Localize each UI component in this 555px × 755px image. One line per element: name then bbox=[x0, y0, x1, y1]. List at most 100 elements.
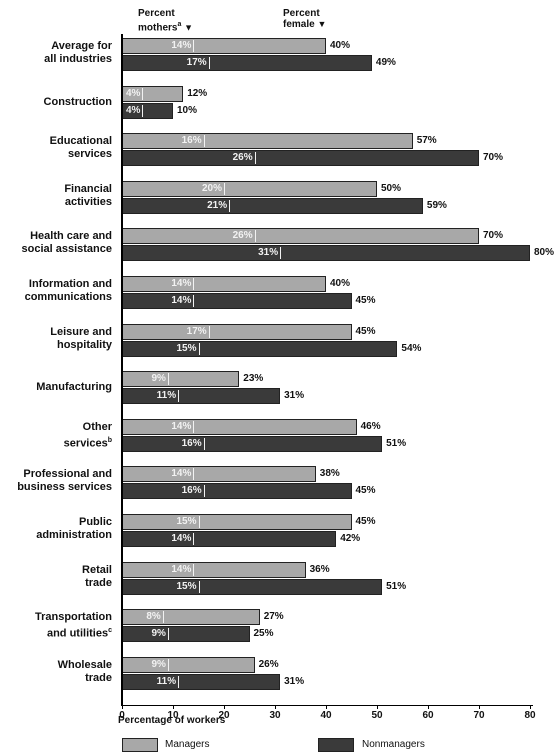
category-label-line: trade bbox=[85, 671, 112, 684]
percent-mothers-label: 14% bbox=[171, 563, 192, 575]
percent-mothers-label: 8% bbox=[146, 611, 161, 623]
percent-mothers-header-line2: mothers bbox=[138, 22, 178, 34]
percent-mothers-label: 21% bbox=[207, 199, 228, 211]
x-tick-label: 80 bbox=[524, 710, 536, 721]
category-label-line: administration bbox=[36, 529, 112, 541]
percent-mothers-marker bbox=[162, 611, 164, 624]
category-label-line: business services bbox=[17, 481, 112, 494]
x-tick bbox=[275, 705, 276, 709]
percent-mothers-label: 9% bbox=[151, 658, 166, 670]
percent-mothers-label: 14% bbox=[171, 40, 192, 51]
percent-mothers-label: 9% bbox=[151, 628, 166, 640]
category-label: Retail trade bbox=[82, 564, 112, 590]
percent-mothers-marker bbox=[193, 563, 195, 576]
percent-mothers-header: Percent mothersa ▼ bbox=[138, 8, 193, 33]
percent-female-label: 36% bbox=[309, 563, 330, 575]
bar-nonmanagers bbox=[122, 578, 383, 595]
percent-mothers-label: 31% bbox=[258, 247, 279, 259]
bar-nonmanagers bbox=[122, 150, 479, 167]
percent-female-label: 45% bbox=[355, 325, 376, 337]
percent-female-label: 54% bbox=[401, 342, 422, 354]
bar-managers bbox=[122, 133, 413, 150]
percent-mothers-marker bbox=[193, 533, 195, 545]
x-tick-label: 60 bbox=[422, 710, 434, 721]
percent-mothers-label: 9% bbox=[151, 373, 166, 385]
percent-female-header-line2: female bbox=[283, 19, 315, 30]
percent-mothers-marker bbox=[142, 87, 144, 100]
x-tick bbox=[173, 705, 174, 709]
bar-nonmanagers bbox=[122, 197, 423, 214]
category-label-line: Leisure and bbox=[50, 325, 112, 338]
percent-mothers-label: 16% bbox=[181, 485, 202, 497]
percent-female-label: 49% bbox=[375, 57, 396, 68]
percent-mothers-label: 16% bbox=[181, 135, 202, 147]
percent-mothers-label: 26% bbox=[232, 230, 253, 242]
x-tick bbox=[377, 705, 378, 709]
percent-mothers-label: 17% bbox=[186, 325, 207, 337]
x-axis-line bbox=[121, 705, 533, 706]
percent-mothers-marker bbox=[203, 485, 205, 498]
bar-managers bbox=[122, 276, 326, 292]
category-label: Construction bbox=[44, 96, 112, 109]
percent-mothers-marker bbox=[193, 420, 195, 433]
percent-mothers-marker bbox=[193, 468, 195, 481]
percent-female-label: 57% bbox=[416, 135, 437, 147]
bar-managers bbox=[122, 561, 306, 578]
percent-mothers-marker bbox=[198, 342, 200, 355]
bar-nonmanagers bbox=[122, 293, 352, 309]
percent-female-label: 45% bbox=[355, 516, 376, 527]
bar-managers bbox=[122, 323, 352, 340]
category-label-line: communications bbox=[24, 291, 112, 303]
percent-female-label: 70% bbox=[483, 152, 504, 164]
percent-mothers-marker bbox=[280, 247, 282, 260]
category-label-line: Wholesale bbox=[57, 658, 112, 671]
percent-mothers-marker bbox=[254, 152, 256, 165]
x-tick-label: 30 bbox=[269, 710, 281, 721]
percent-mothers-marker bbox=[167, 628, 169, 641]
bar-nonmanagers bbox=[122, 55, 372, 71]
category-label: Health care and social assistance bbox=[21, 230, 112, 256]
category-label: Average for all industries bbox=[44, 40, 112, 66]
x-tick-label: 40 bbox=[320, 710, 332, 721]
percent-mothers-marker bbox=[167, 373, 169, 386]
legend-label-managers: Managers bbox=[165, 739, 210, 750]
category-label-line: Educational bbox=[49, 135, 112, 148]
x-tick bbox=[224, 705, 225, 709]
category-label-line: Manufacturing bbox=[36, 381, 112, 394]
percent-mothers-marker bbox=[178, 390, 180, 403]
percent-female-label: 45% bbox=[355, 295, 376, 306]
percent-female-label: 40% bbox=[330, 278, 351, 289]
bar-managers bbox=[122, 466, 316, 483]
percent-female-label: 23% bbox=[243, 373, 264, 385]
x-tick-label: 20 bbox=[218, 710, 230, 721]
percent-female-label: 38% bbox=[319, 468, 340, 480]
percent-female-label: 70% bbox=[483, 230, 504, 242]
percent-mothers-label: 4% bbox=[125, 87, 141, 99]
percent-female-label: 42% bbox=[340, 533, 361, 544]
percent-mothers-label: 11% bbox=[156, 675, 177, 687]
legend-swatch-nonmanagers bbox=[318, 738, 354, 752]
category-label: Other servicesb bbox=[64, 421, 112, 451]
x-tick bbox=[122, 705, 123, 709]
percent-female-label: 31% bbox=[284, 675, 305, 687]
category-label-line: services bbox=[67, 148, 112, 161]
category-label: Public administration bbox=[36, 516, 112, 542]
percent-mothers-marker bbox=[142, 104, 144, 117]
down-arrow-icon: ▼ bbox=[184, 22, 194, 33]
percent-mothers-marker bbox=[203, 437, 205, 450]
footnote-a: a bbox=[177, 21, 182, 28]
percent-mothers-label: 16% bbox=[181, 437, 202, 449]
category-label: Professional and business services bbox=[17, 468, 112, 494]
category-label-line: Retail bbox=[82, 563, 112, 576]
bar-managers bbox=[122, 38, 326, 54]
percent-female-label: 27% bbox=[263, 611, 284, 623]
x-tick-label: 0 bbox=[119, 710, 125, 721]
category-label-line: and utilitiesc bbox=[46, 627, 112, 640]
category-label-line: Transportation bbox=[34, 611, 112, 624]
percent-mothers-marker bbox=[229, 199, 231, 212]
bar-managers bbox=[122, 228, 479, 245]
bar-nonmanagers bbox=[122, 435, 383, 452]
category-label-line: Professional and bbox=[23, 468, 112, 481]
percent-mothers-label: 15% bbox=[176, 580, 197, 592]
x-tick bbox=[326, 705, 327, 709]
